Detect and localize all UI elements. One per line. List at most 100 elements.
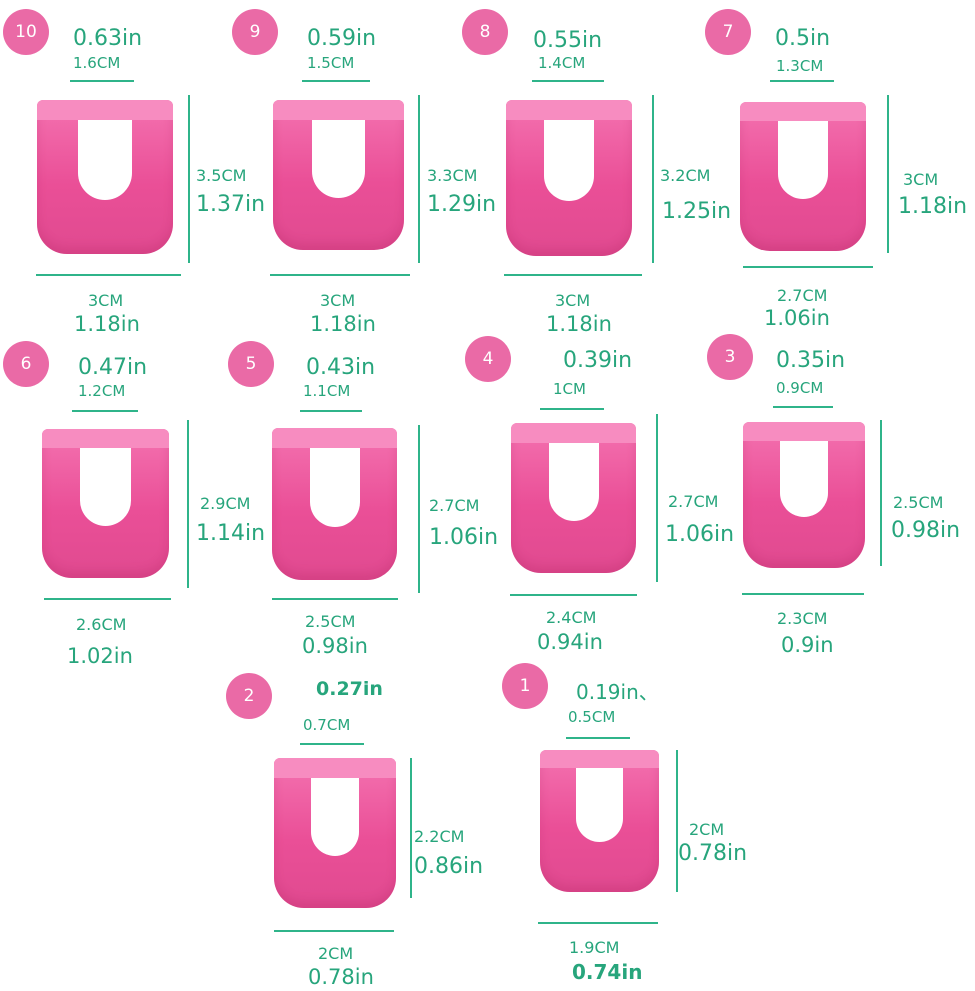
bottom-width-cm: 2.3CM — [777, 609, 828, 628]
height-cm: 3.2CM — [660, 166, 711, 185]
bottom-width-line — [510, 594, 637, 596]
bottom-width-line — [742, 593, 864, 595]
bottom-width-line — [272, 598, 398, 600]
bottom-width-in: 1.18in — [546, 312, 612, 336]
size-badge: 10 — [3, 9, 49, 55]
height-cm: 2.7CM — [668, 492, 719, 511]
height-cm: 3CM — [903, 170, 939, 189]
bottom-width-in: 0.74in — [572, 960, 643, 984]
bottom-width-cm: 1.9CM — [569, 938, 620, 957]
finger-slot — [779, 440, 829, 517]
top-width-in: 0.19in、 — [576, 680, 659, 704]
bottom-width-in: 0.78in — [308, 965, 374, 989]
height-cm: 3.5CM — [196, 166, 247, 185]
bottom-width-cm: 2.5CM — [305, 612, 356, 631]
finger-slot — [310, 777, 360, 856]
height-in: 1.29in — [427, 192, 497, 217]
bottom-width-in: 1.18in — [74, 312, 140, 336]
nail-guard-shape — [42, 429, 169, 578]
finger-slot — [77, 120, 133, 201]
bottom-width-in: 0.94in — [537, 630, 603, 654]
height-line — [188, 95, 190, 263]
top-width-line — [70, 80, 134, 82]
finger-slot — [548, 442, 599, 521]
height-in: 0.98in — [891, 518, 961, 543]
top-width-in: 0.39in — [563, 348, 633, 373]
size-badge: 4 — [465, 336, 511, 382]
height-in: 1.14in — [196, 521, 266, 546]
finger-slot — [80, 448, 131, 526]
size-badge: 8 — [462, 9, 508, 55]
height-cm: 2.5CM — [893, 493, 944, 512]
top-width-in: 0.5in — [775, 26, 831, 51]
height-line — [418, 425, 420, 593]
bottom-width-line — [274, 930, 394, 932]
finger-slot — [777, 121, 829, 199]
bottom-width-in: 1.06in — [764, 306, 830, 330]
nail-guard-shape — [540, 750, 659, 892]
top-width-in: 0.59in — [307, 26, 377, 51]
bottom-width-in: 0.98in — [302, 634, 368, 658]
size-badge: 1 — [502, 663, 548, 709]
top-width-in: 0.55in — [533, 28, 603, 53]
nail-guard-shape — [37, 100, 173, 254]
top-width-cm: 0.5CM — [568, 708, 616, 726]
height-in: 1.18in — [898, 194, 968, 219]
bottom-width-in: 0.9in — [781, 633, 834, 657]
height-line — [418, 95, 420, 263]
top-width-in: 0.43in — [306, 355, 376, 380]
height-line — [880, 420, 882, 566]
nail-guard-shape — [740, 102, 866, 251]
top-width-cm: 0.9CM — [776, 379, 824, 397]
bottom-width-line — [743, 266, 873, 268]
height-in: 1.25in — [662, 199, 732, 224]
finger-slot — [575, 768, 624, 843]
top-width-line — [540, 408, 604, 410]
nail-guard-shape — [511, 423, 636, 573]
height-line — [652, 95, 654, 263]
size-badge: 2 — [226, 673, 272, 719]
bottom-width-cm: 2.4CM — [546, 608, 597, 627]
finger-slot — [309, 447, 360, 527]
height-line — [187, 420, 189, 588]
bottom-width-line — [504, 274, 642, 276]
height-in: 1.37in — [196, 192, 266, 217]
nail-guard-shape — [506, 100, 632, 256]
top-width-cm: 1.6CM — [73, 54, 121, 72]
top-width-line — [566, 737, 630, 739]
nail-guard-shape — [743, 422, 865, 568]
top-width-line — [302, 80, 370, 82]
bottom-width-line — [538, 922, 658, 924]
top-width-cm: 1CM — [553, 380, 586, 398]
top-width-cm: 1.1CM — [303, 382, 351, 400]
bottom-width-cm: 3CM — [320, 291, 356, 310]
bottom-width-cm: 3CM — [555, 291, 591, 310]
top-width-line — [770, 80, 834, 82]
height-cm: 2.2CM — [414, 827, 465, 846]
finger-slot — [543, 120, 595, 202]
height-cm: 2.7CM — [429, 496, 480, 515]
bottom-width-cm: 2CM — [318, 944, 354, 963]
height-line — [410, 758, 412, 898]
bottom-width-in: 1.18in — [310, 312, 376, 336]
height-line — [676, 750, 678, 892]
top-width-line — [300, 743, 364, 745]
top-width-in: 0.63in — [73, 26, 143, 51]
nail-guard-shape — [274, 758, 396, 908]
top-width-cm: 1.3CM — [776, 57, 824, 75]
top-width-cm: 1.5CM — [307, 54, 355, 72]
top-width-in: 0.27in — [316, 678, 383, 700]
size-badge: 6 — [3, 341, 49, 387]
height-in: 1.06in — [429, 525, 499, 550]
size-badge: 7 — [705, 9, 751, 55]
height-cm: 3.3CM — [427, 166, 478, 185]
